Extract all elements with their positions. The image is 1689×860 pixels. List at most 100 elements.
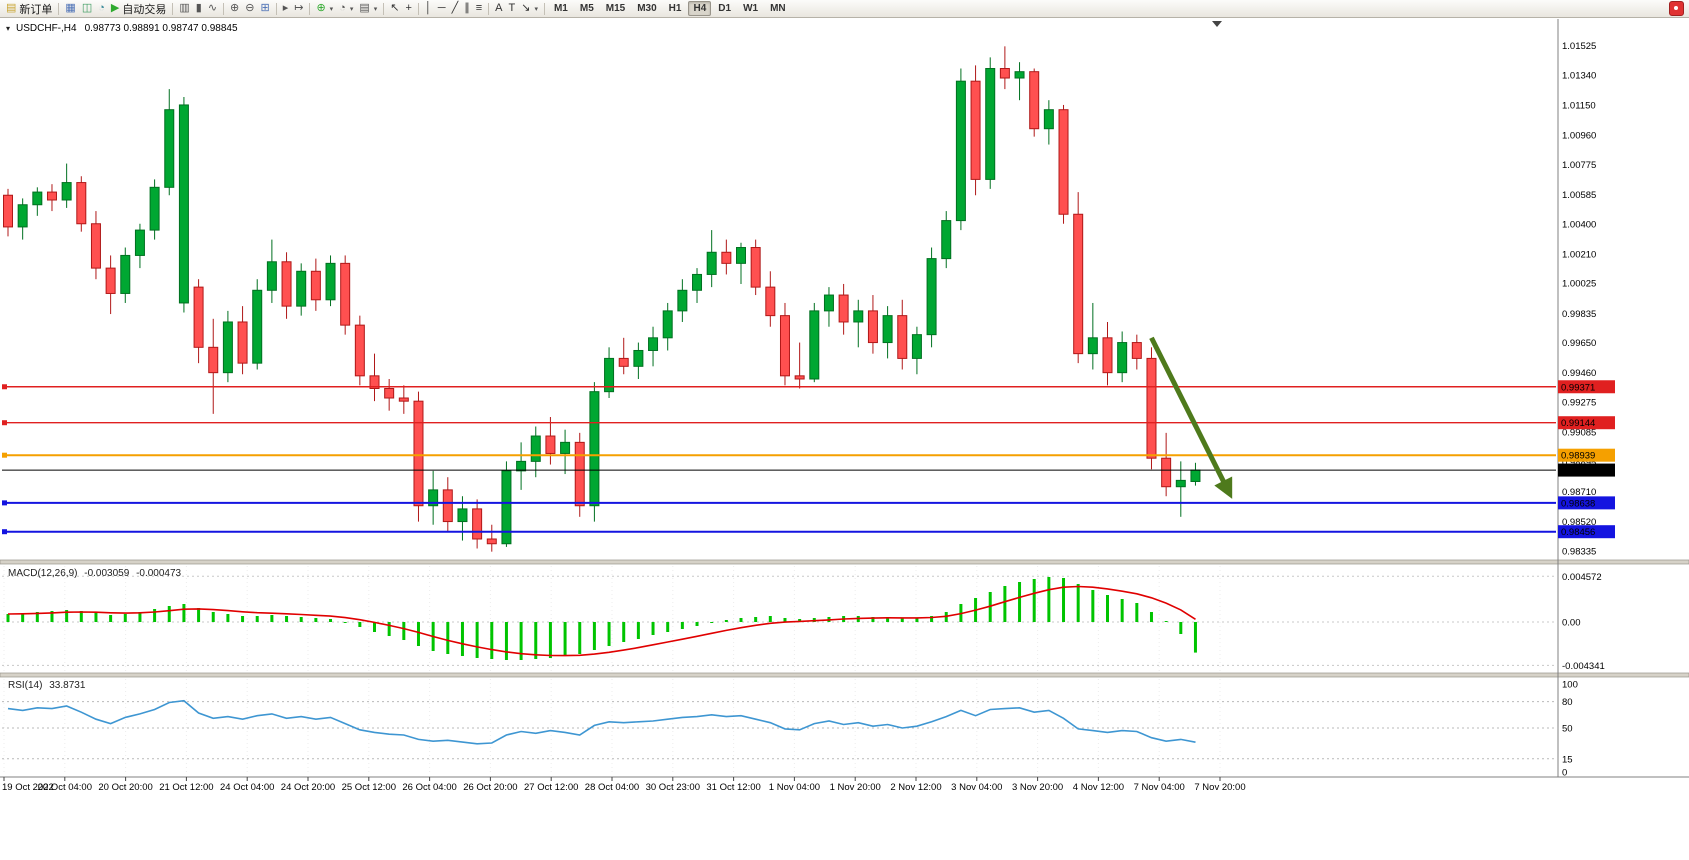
arrows-icon: ↘ bbox=[521, 2, 531, 14]
bar-chart-type-button[interactable]: ▥ bbox=[176, 1, 192, 17]
market-watch-button[interactable]: ◫ bbox=[79, 1, 95, 17]
cursor-button[interactable]: ↖ bbox=[387, 1, 402, 17]
arrows-button[interactable]: ↘ ▾ bbox=[518, 1, 541, 17]
resistance-line-1-handle[interactable] bbox=[2, 384, 7, 390]
auto-trading-label: 自动交易 bbox=[122, 3, 167, 16]
channel-button[interactable]: ∥ bbox=[461, 1, 473, 17]
trendline-button[interactable]: ╱ bbox=[449, 1, 462, 17]
arrows-dropdown-icon[interactable]: ▾ bbox=[534, 5, 538, 13]
chart-shift-marker[interactable] bbox=[1212, 21, 1222, 27]
tile-windows-icon: ⊞ bbox=[260, 2, 270, 14]
rsi-axis-label: 0 bbox=[1562, 768, 1567, 779]
candle-chart-type-icon: ▮ bbox=[195, 2, 202, 14]
timeframe-d1-button[interactable]: D1 bbox=[718, 3, 732, 14]
rsi-axis-label: 15 bbox=[1562, 754, 1573, 765]
zoom-in-button[interactable]: ⊕ bbox=[227, 1, 242, 17]
resistance-line-2-handle[interactable] bbox=[2, 420, 7, 426]
tile-windows-button[interactable]: ⊞ bbox=[257, 1, 272, 17]
panel-separator[interactable] bbox=[0, 559, 1689, 565]
charts-icon: ▦ bbox=[65, 2, 76, 14]
line-chart-type-button[interactable]: ∿ bbox=[205, 1, 220, 17]
text-label-button[interactable]: T bbox=[505, 1, 518, 17]
timeframe-m1-button[interactable]: M1 bbox=[553, 3, 568, 14]
alert-icon[interactable] bbox=[1669, 1, 1684, 16]
svg-text:0.98335: 0.98335 bbox=[1562, 546, 1596, 557]
rsi-title: RSI(14) bbox=[8, 680, 43, 691]
candle-chart-type-button[interactable]: ▮ bbox=[193, 1, 205, 17]
toolbar-items: ▤ 新订单 ▦ ◫ ◔ ▶ 自动交易 ▥ ▮ ∿ ⊕ ⊖ ⊞ ▸ ↦ ⊕ ▾ ◔ ▾ ▤ ▾ ↖ + │ ─ ╱ ∥ ≡ A T ↘ ▾ M1 M… bbox=[3, 0, 792, 17]
support-line-blue-1-tag bbox=[1558, 496, 1615, 510]
toolbar-separator bbox=[543, 2, 545, 15]
support-line-blue-2-handle[interactable] bbox=[2, 529, 7, 535]
support-line-orange-tag bbox=[1558, 448, 1615, 462]
macd-histogram bbox=[6, 577, 1197, 660]
timeframe-m15-button[interactable]: M15 bbox=[605, 3, 626, 14]
svg-text:1 Nov 04:00: 1 Nov 04:00 bbox=[769, 782, 820, 793]
zoom-out-icon: ⊖ bbox=[245, 2, 255, 14]
svg-text:3 Nov 20:00: 3 Nov 20:00 bbox=[1012, 782, 1063, 793]
svg-text:1.01525: 1.01525 bbox=[1562, 41, 1596, 52]
toolbar-separator bbox=[223, 2, 225, 15]
templates-dropdown-icon[interactable]: ▾ bbox=[373, 5, 378, 13]
crosshair-icon: + bbox=[405, 2, 412, 14]
svg-text:20 Oct 04:00: 20 Oct 04:00 bbox=[38, 782, 92, 793]
ohlc-values: 0.98773 0.98891 0.98747 0.98845 bbox=[84, 23, 238, 34]
vertical-line-icon: │ bbox=[424, 2, 432, 14]
auto-scroll-button[interactable]: ▸ bbox=[280, 1, 292, 17]
svg-text:3 Nov 04:00: 3 Nov 04:00 bbox=[951, 782, 1002, 793]
timeframe-h1-button[interactable]: H1 bbox=[668, 3, 682, 14]
svg-text:24 Oct 04:00: 24 Oct 04:00 bbox=[220, 782, 274, 793]
timeframe-m5-button[interactable]: M5 bbox=[579, 3, 594, 14]
svg-text:0.98895: 0.98895 bbox=[1562, 458, 1596, 469]
panel-gridlines bbox=[2, 566, 1556, 775]
svg-text:1.00960: 1.00960 bbox=[1562, 131, 1596, 142]
timeframe-mn-button[interactable]: MN bbox=[770, 3, 786, 14]
svg-text:26 Oct 04:00: 26 Oct 04:00 bbox=[402, 782, 456, 793]
macd-title: MACD(12,26,9) bbox=[8, 568, 78, 579]
trend-arrow[interactable] bbox=[1149, 336, 1233, 499]
toolbar-separator bbox=[309, 2, 311, 15]
svg-text:0.99085: 0.99085 bbox=[1562, 428, 1596, 439]
chart-shift-button[interactable]: ↦ bbox=[291, 1, 306, 17]
zoom-out-button[interactable]: ⊖ bbox=[242, 1, 257, 17]
svg-text:4 Nov 12:00: 4 Nov 12:00 bbox=[1073, 782, 1124, 793]
indicators-dropdown-icon[interactable]: ▾ bbox=[329, 5, 334, 13]
svg-text:7 Nov 20:00: 7 Nov 20:00 bbox=[1194, 782, 1245, 793]
auto-scroll-icon: ▸ bbox=[282, 2, 289, 14]
svg-text:0.99650: 0.99650 bbox=[1562, 338, 1596, 349]
chart-menu-icon[interactable]: ▾ bbox=[6, 24, 11, 33]
svg-text:26 Oct 20:00: 26 Oct 20:00 bbox=[463, 782, 517, 793]
svg-text:0.99460: 0.99460 bbox=[1562, 368, 1596, 379]
text-button[interactable]: A bbox=[492, 1, 505, 17]
periods-button[interactable]: ◔ ▾ bbox=[336, 1, 356, 17]
channel-icon: ∥ bbox=[464, 2, 470, 14]
periods-dropdown-icon[interactable]: ▾ bbox=[349, 5, 354, 13]
timeframe-w1-button[interactable]: W1 bbox=[743, 3, 759, 14]
panel-separator[interactable] bbox=[0, 672, 1689, 678]
horizontal-line-button[interactable]: ─ bbox=[435, 1, 449, 17]
macd-main-value: -0.003059 bbox=[84, 568, 130, 579]
svg-text:1.00025: 1.00025 bbox=[1562, 279, 1596, 290]
auto-trading-icon: ▶ bbox=[110, 2, 120, 14]
charts-button[interactable]: ▦ bbox=[62, 1, 78, 17]
horizontal-line-icon: ─ bbox=[437, 2, 446, 14]
auto-trading-button[interactable]: ▶ 自动交易 bbox=[108, 1, 169, 17]
vertical-line-button[interactable]: │ bbox=[422, 1, 435, 17]
templates-icon: ▤ bbox=[359, 2, 370, 14]
new-order-button[interactable]: ▤ 新订单 bbox=[3, 1, 55, 17]
timeframe-h4-button[interactable]: H4 bbox=[688, 1, 712, 16]
indicators-button[interactable]: ⊕ ▾ bbox=[313, 1, 336, 17]
support-line-orange-tag-label: 0.98939 bbox=[1561, 451, 1595, 462]
timeframe-m30-button[interactable]: M30 bbox=[637, 3, 657, 14]
navigator-button[interactable]: ◔ bbox=[95, 1, 108, 17]
support-line-blue-1-handle[interactable] bbox=[2, 500, 7, 506]
rsi-axis-label: 80 bbox=[1562, 697, 1573, 708]
templates-button[interactable]: ▤ ▾ bbox=[356, 1, 380, 17]
toolbar-separator bbox=[383, 2, 385, 15]
toolbar-separator bbox=[275, 2, 277, 15]
crosshair-button[interactable]: + bbox=[402, 1, 414, 17]
svg-text:28 Oct 04:00: 28 Oct 04:00 bbox=[585, 782, 639, 793]
toolbar-separator bbox=[488, 2, 490, 15]
support-line-orange-handle[interactable] bbox=[2, 452, 7, 458]
fibonacci-button[interactable]: ≡ bbox=[473, 1, 485, 17]
